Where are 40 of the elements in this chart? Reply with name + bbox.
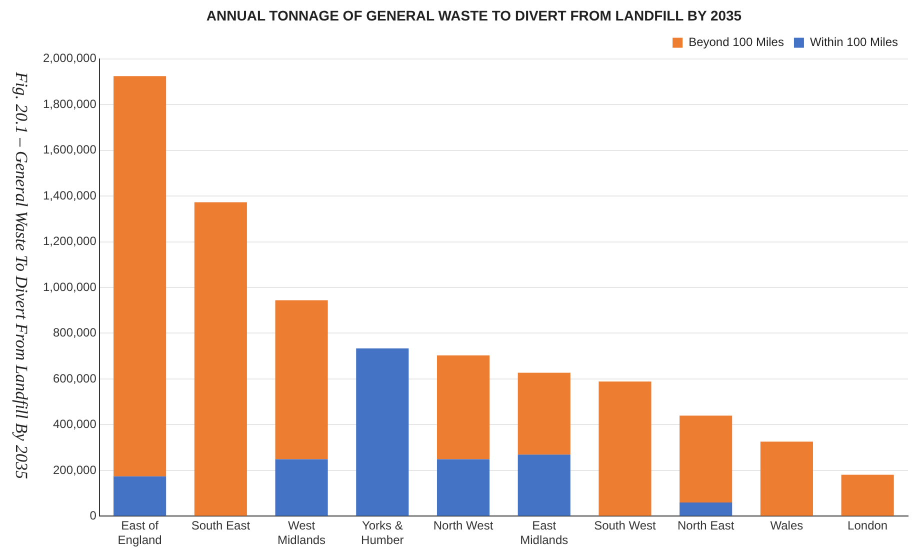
bar — [194, 202, 247, 516]
legend-label: Beyond 100 Miles — [688, 35, 784, 50]
x-tick-label: East of England — [118, 518, 162, 548]
bar — [356, 348, 409, 516]
bar — [518, 454, 570, 516]
x-tick-label: West Midlands — [278, 518, 326, 548]
x-tick-label: London — [848, 518, 888, 533]
x-tick-label: North East — [677, 518, 735, 533]
bar — [275, 300, 328, 460]
bar — [436, 459, 490, 516]
caption: Fig. 20.1 – General Waste To Divert From Landfill By 2035 — [11, 70, 32, 482]
y-tick-label: 400,000 — [52, 417, 97, 432]
legend-label: Within 100 Miles — [810, 35, 898, 50]
bar — [114, 476, 166, 516]
y-tick-label: 1,200,000 — [42, 234, 97, 248]
y-tick-label: 1,600,000 — [42, 142, 97, 157]
x-tick-label: Wales — [770, 518, 804, 533]
x-tick-label: North West — [433, 518, 494, 533]
y-tick-label: 1,800,000 — [42, 96, 97, 111]
x-tick-label: South East — [191, 518, 251, 533]
y-tick-label: 2,000,000 — [42, 51, 97, 66]
y-tick-label: 200,000 — [52, 462, 97, 477]
y-tick-label: 600,000 — [52, 371, 97, 386]
x-tick-label: South West — [594, 518, 657, 533]
y-tick-label: 0 — [90, 508, 97, 523]
y-tick-label: 1,000,000 — [42, 280, 97, 294]
bar — [275, 459, 328, 516]
bar — [680, 502, 732, 516]
bar — [760, 442, 813, 516]
x-tick-label: Yorks & Humber — [361, 518, 404, 548]
y-tick-label: 800,000 — [52, 326, 97, 340]
bar — [680, 416, 732, 502]
chart-title: ANNUAL TONNAGE OF GENERAL WASTE TO DIVERT FROM LANDFILL BY 2035 — [206, 7, 742, 24]
bar — [598, 381, 652, 516]
y-tick-label: 1,400,000 — [42, 188, 97, 202]
x-tick-label: East Midlands — [520, 518, 568, 548]
bar — [518, 372, 570, 455]
bar — [114, 76, 166, 476]
bar — [841, 474, 894, 516]
bar — [436, 355, 490, 460]
